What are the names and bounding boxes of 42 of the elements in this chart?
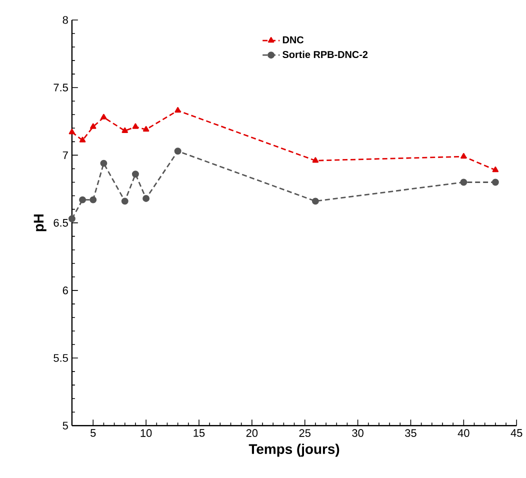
x-tick-label: 15 bbox=[194, 429, 205, 437]
point bbox=[90, 124, 96, 130]
x-tick-label: 25 bbox=[299, 429, 310, 438]
y-tick-label: 6.5 bbox=[54, 219, 68, 227]
point bbox=[174, 107, 181, 113]
point bbox=[174, 148, 182, 155]
point bbox=[79, 137, 86, 143]
point bbox=[121, 198, 128, 205]
y-tick-label: 7 bbox=[62, 152, 68, 160]
point bbox=[79, 196, 86, 204]
x-tick-label: 30 bbox=[352, 429, 364, 438]
point bbox=[132, 124, 139, 130]
point bbox=[142, 195, 150, 202]
y-tick-label: 6 bbox=[62, 286, 68, 294]
point bbox=[312, 198, 319, 205]
point bbox=[492, 166, 499, 172]
x-tick-label: 35 bbox=[405, 429, 416, 438]
point bbox=[142, 126, 150, 132]
x-tick-label: 10 bbox=[140, 429, 152, 438]
point bbox=[460, 178, 468, 186]
point bbox=[312, 157, 319, 163]
x-tick-label: 45 bbox=[510, 429, 522, 437]
point bbox=[68, 128, 76, 134]
y-tick-label: 5 bbox=[62, 422, 68, 430]
legend-label: Sortie RPB-DNC-2 bbox=[282, 50, 368, 58]
point bbox=[132, 170, 139, 178]
point bbox=[100, 114, 107, 120]
y-axis-title: pH bbox=[34, 214, 46, 232]
x-tick-label: 40 bbox=[458, 429, 470, 438]
y-tick-label: 5.5 bbox=[54, 354, 68, 362]
x-axis-title: Temps (jours) bbox=[248, 444, 340, 457]
point bbox=[460, 153, 467, 159]
point bbox=[100, 160, 108, 167]
point bbox=[90, 196, 97, 204]
x-tick-label: 20 bbox=[246, 429, 258, 438]
y-tick-label: 8 bbox=[62, 16, 68, 24]
legend-label: DNC bbox=[282, 36, 304, 44]
point bbox=[122, 128, 128, 134]
point bbox=[492, 178, 499, 186]
point bbox=[68, 215, 76, 222]
x-tick-label: 5 bbox=[90, 429, 96, 437]
y-tick-label: 7.5 bbox=[54, 84, 68, 92]
